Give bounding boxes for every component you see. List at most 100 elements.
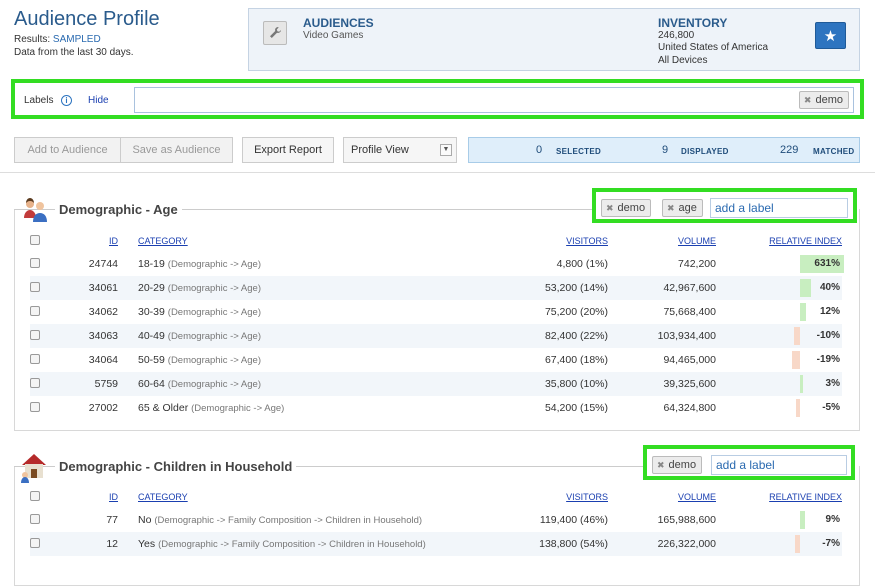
spacer	[118, 372, 138, 396]
table-row[interactable]: 24744 18-19 (Demographic -> Age) 4,800 (1%…	[30, 252, 844, 276]
wrench-icon[interactable]	[263, 21, 287, 45]
row-select-cell	[30, 324, 58, 348]
save-as-audience-button[interactable]: Save as Audience	[120, 137, 233, 163]
select-all-cell	[30, 486, 58, 508]
table-row[interactable]: 34061 20-29 (Demographic -> Age) 53,200 (1…	[30, 276, 842, 300]
column-header-visitors[interactable]: VISITORS	[566, 492, 608, 502]
row-category-cell: 20-29 (Demographic -> Age)	[138, 276, 438, 300]
column-header-relative-index[interactable]: RELATIVE INDEX	[769, 236, 842, 246]
remove-chip-icon[interactable]: ✖	[657, 460, 665, 470]
row-category-path: (Demographic -> Age)	[191, 403, 285, 414]
chevron-down-icon: ▼	[440, 144, 452, 156]
row-id: 5759	[58, 372, 118, 396]
row-relative-index: -10%	[816, 330, 840, 341]
info-icon[interactable]: i	[61, 95, 72, 106]
relative-index-bar	[792, 351, 800, 369]
column-header-id[interactable]: ID	[109, 492, 118, 502]
export-report-button[interactable]: Export Report	[242, 137, 334, 163]
row-relative-index-cell: 12%	[716, 300, 842, 324]
add-label-input[interactable]: add a label	[710, 198, 848, 218]
row-relative-index-cell: -10%	[716, 324, 842, 348]
row-category: 60-64	[138, 378, 165, 390]
row-category: 20-29	[138, 282, 165, 294]
row-volume: 742,200	[678, 258, 716, 270]
hide-labels-link[interactable]: Hide	[88, 95, 109, 106]
table-row[interactable]: 34064 50-59 (Demographic -> Age) 67,400 (1…	[30, 348, 842, 372]
row-relative-index: 12%	[819, 306, 840, 317]
spacer	[118, 252, 138, 276]
favorite-button[interactable]: ★	[815, 22, 846, 49]
select-all-checkbox[interactable]	[30, 235, 40, 245]
column-header-relative-index[interactable]: RELATIVE INDEX	[769, 492, 842, 502]
column-header-category[interactable]: CATEGORY	[138, 236, 188, 246]
selected-label: SELECTED	[556, 147, 602, 156]
label-chip-demo[interactable]: ✖ demo	[652, 456, 703, 474]
label-chip-text: age	[678, 202, 697, 214]
select-all-checkbox[interactable]	[30, 491, 40, 501]
labels-label: Labels	[24, 95, 54, 106]
column-header-volume[interactable]: VOLUME	[677, 492, 716, 502]
table-row[interactable]: 27002 65 & Older (Demographic -> Age) 54,2…	[30, 396, 842, 420]
column-header-visitors[interactable]: VISITORS	[566, 236, 608, 246]
spacer	[118, 486, 138, 508]
row-category: 40-49	[138, 330, 165, 342]
table-row[interactable]: 5759 60-64 (Demographic -> Age) 35,800 (10…	[30, 372, 842, 396]
add-to-audience-button[interactable]: Add to Audience	[14, 137, 121, 163]
row-category: 65 & Older	[138, 402, 189, 414]
column-header-id[interactable]: ID	[109, 236, 118, 246]
table-row[interactable]: 34062 30-39 (Demographic -> Age) 75,200 (2…	[30, 300, 842, 324]
remove-chip-icon[interactable]: ✖	[803, 95, 812, 105]
table-row[interactable]: 12 Yes (Demographic -> Family Composition…	[30, 532, 842, 556]
label-chip-demo[interactable]: ✖ demo	[601, 199, 652, 217]
audiences-label: AUDIENCES	[303, 16, 374, 30]
row-checkbox[interactable]	[30, 401, 40, 412]
row-category: No	[138, 514, 152, 526]
row-select-cell	[30, 396, 58, 420]
row-checkbox[interactable]	[30, 257, 40, 268]
row-checkbox[interactable]	[30, 377, 40, 388]
label-chip-text: demo	[815, 94, 843, 106]
row-relative-index: -7%	[822, 538, 840, 549]
star-icon: ★	[823, 27, 838, 45]
row-select-cell	[30, 348, 58, 372]
selected-count: 0	[536, 144, 543, 156]
table-row[interactable]: 77 No (Demographic -> Family Composition …	[30, 508, 842, 532]
row-visitors: 75,200 (20%)	[544, 306, 608, 318]
row-checkbox[interactable]	[30, 353, 40, 364]
row-category-cell: No (Demographic -> Family Composition ->…	[138, 508, 438, 532]
row-visitors: 82,400 (22%)	[438, 324, 608, 348]
labels-input[interactable]: ✖ demo	[134, 87, 854, 113]
row-category-path: (Demographic -> Age)	[167, 331, 261, 342]
matched-count: 229	[780, 144, 799, 156]
relative-index-bar	[800, 511, 806, 529]
section-labels-box: ✖ demo add a label	[643, 445, 855, 480]
profile-view-select[interactable]: Profile View ▼	[343, 137, 457, 163]
row-checkbox[interactable]	[30, 305, 40, 316]
row-id: 34062	[88, 306, 118, 318]
row-visitors: 54,200 (15%)	[544, 402, 608, 414]
add-label-input[interactable]: add a label	[711, 455, 847, 475]
row-checkbox[interactable]	[30, 329, 40, 340]
column-header-volume[interactable]: VOLUME	[677, 236, 716, 246]
row-volume: 94,465,000	[663, 354, 716, 366]
table-row[interactable]: 34063 40-49 (Demographic -> Age) 82,400 (2…	[30, 324, 842, 348]
row-volume: 64,324,800	[663, 402, 716, 414]
label-chip-age[interactable]: ✖ age	[662, 199, 703, 217]
row-category-path: (Demographic -> Age)	[167, 307, 261, 318]
label-chip-demo[interactable]: ✖ demo	[798, 91, 849, 109]
row-relative-index-cell: 9%	[716, 508, 842, 532]
results-prefix: Results:	[14, 34, 51, 45]
column-header-category[interactable]: CATEGORY	[138, 492, 188, 502]
row-checkbox[interactable]	[30, 513, 40, 524]
section-rule	[14, 209, 594, 210]
inventory-label: INVENTORY	[658, 16, 728, 30]
displayed-count: 9	[662, 144, 669, 156]
table-header-row: ID CATEGORY VISITORS VOLUME RELATIVE IND…	[30, 230, 842, 252]
remove-chip-icon[interactable]: ✖	[667, 203, 675, 213]
row-volume: 165,988,600	[657, 514, 716, 526]
row-checkbox[interactable]	[30, 281, 40, 292]
remove-chip-icon[interactable]: ✖	[606, 203, 614, 213]
label-chip-text: demo	[617, 202, 646, 214]
row-relative-index: -5%	[822, 402, 840, 413]
row-checkbox[interactable]	[30, 537, 40, 548]
